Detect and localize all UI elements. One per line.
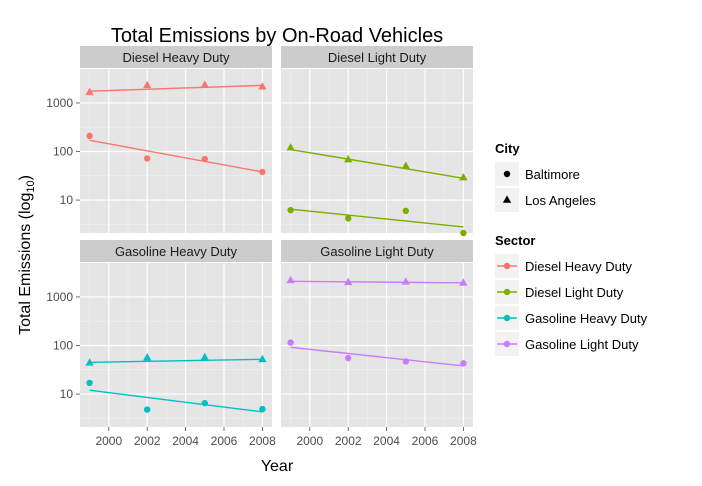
data-point-los-angeles — [258, 82, 267, 90]
data-point-los-angeles — [143, 353, 152, 361]
legend-label: Baltimore — [525, 167, 580, 182]
y-axis-title-main: Total Emissions (log — [17, 193, 34, 335]
x-axis-ticks: 2000 2002 2004 2006 2008 2000 2002 2004 2006 2008 — [95, 427, 477, 448]
x-tick-label: 2004 — [172, 434, 199, 448]
data-point-los-angeles — [344, 277, 353, 286]
x-tick-label: 2008 — [249, 434, 276, 448]
trend-line — [290, 346, 464, 367]
facet-panel: Diesel Heavy Duty — [80, 46, 272, 233]
trend-line — [290, 280, 464, 284]
facet-strip-label: Gasoline Heavy Duty — [115, 244, 238, 259]
legend-symbol-triangle — [502, 195, 512, 203]
legend-label: Diesel Light Duty — [525, 285, 624, 300]
data-point-los-angeles — [85, 87, 94, 96]
legend-title-city: City — [495, 141, 520, 156]
trend-line — [89, 84, 263, 92]
data-point-los-angeles — [286, 275, 295, 284]
facet-strip — [281, 240, 473, 262]
x-tick-label: 2002 — [335, 434, 362, 448]
facet-panels: Diesel Heavy Duty Diesel Light Duty Gasoli… — [80, 46, 473, 427]
y-tick-label: 1000 — [46, 96, 73, 110]
data-point-baltimore — [259, 405, 266, 413]
trend-line — [89, 139, 263, 173]
data-point-baltimore — [201, 155, 208, 163]
data-point-baltimore — [86, 379, 93, 387]
facet-panel: Gasoline Heavy Duty — [80, 240, 272, 427]
x-axis-title: Year — [261, 458, 294, 475]
legend-title-sector: Sector — [495, 233, 535, 248]
data-point-baltimore — [287, 206, 294, 214]
legend-point — [503, 314, 511, 322]
y-axis-ticks: 10 100 1000 10 100 1000 — [46, 96, 80, 401]
legend-symbol-circle — [503, 170, 511, 178]
y-axis-title-close: ) — [17, 175, 34, 180]
legend-label: Los Angeles — [525, 193, 596, 208]
x-tick-label: 2004 — [373, 434, 400, 448]
data-point-baltimore — [345, 215, 352, 222]
data-point-los-angeles — [401, 277, 410, 285]
data-point-baltimore — [287, 339, 294, 346]
data-point-los-angeles — [143, 80, 152, 89]
data-point-baltimore — [144, 155, 151, 162]
y-axis-title: Total Emissions (log10) — [17, 175, 37, 335]
data-point-baltimore — [259, 168, 266, 176]
legend-point — [503, 262, 511, 270]
data-point-los-angeles — [258, 354, 267, 363]
data-point-baltimore — [402, 207, 409, 215]
data-point-baltimore — [345, 354, 352, 362]
chart-title: Total Emissions by On-Road Vehicles — [111, 25, 443, 47]
data-point-los-angeles — [200, 352, 209, 361]
x-tick-label: 2006 — [211, 434, 238, 448]
trend-line — [290, 208, 464, 228]
data-point-los-angeles — [401, 161, 410, 169]
facet-panel: Diesel Light Duty — [281, 46, 473, 237]
facet-strip — [80, 240, 272, 262]
data-point-los-angeles — [459, 173, 468, 181]
y-tick-label: 100 — [53, 339, 73, 353]
x-tick-label: 2006 — [412, 434, 439, 448]
data-point-baltimore — [402, 358, 409, 365]
facet-strip-label: Gasoline Light Duty — [320, 244, 434, 259]
y-tick-label: 1000 — [46, 290, 73, 304]
x-tick-label: 2000 — [95, 434, 122, 448]
data-point-baltimore — [460, 229, 467, 237]
legend-label: Diesel Heavy Duty — [525, 259, 632, 274]
data-point-los-angeles — [344, 155, 353, 163]
facet-strip — [281, 46, 473, 68]
trend-line — [89, 389, 263, 413]
facet-strip-label: Diesel Heavy Duty — [123, 50, 230, 65]
facet-strip-label: Diesel Light Duty — [328, 50, 427, 65]
legend-point — [503, 340, 511, 348]
data-point-baltimore — [144, 406, 151, 413]
y-axis-title-subscript: 10 — [25, 180, 37, 192]
legend-label: Gasoline Light Duty — [525, 337, 639, 352]
data-point-los-angeles — [286, 143, 295, 151]
y-tick-label: 10 — [60, 387, 74, 401]
trend-line — [89, 358, 263, 364]
data-point-los-angeles — [459, 278, 468, 286]
data-point-baltimore — [86, 132, 93, 140]
y-tick-label: 100 — [53, 145, 73, 159]
x-tick-label: 2008 — [450, 434, 477, 448]
data-point-los-angeles — [200, 80, 209, 88]
data-point-baltimore — [201, 399, 208, 407]
facet-strip — [80, 46, 272, 68]
facet-panel: Gasoline Light Duty — [281, 240, 473, 427]
data-point-los-angeles — [85, 358, 94, 366]
data-point-baltimore — [460, 360, 467, 367]
legend: City Baltimore Los Angeles Sector Diesel Hea… — [495, 141, 648, 356]
y-tick-label: 10 — [60, 193, 74, 207]
trend-line — [290, 148, 464, 180]
legend-label: Gasoline Heavy Duty — [525, 311, 648, 326]
legend-point — [503, 288, 511, 296]
x-tick-label: 2002 — [134, 434, 161, 448]
x-tick-label: 2000 — [296, 434, 323, 448]
